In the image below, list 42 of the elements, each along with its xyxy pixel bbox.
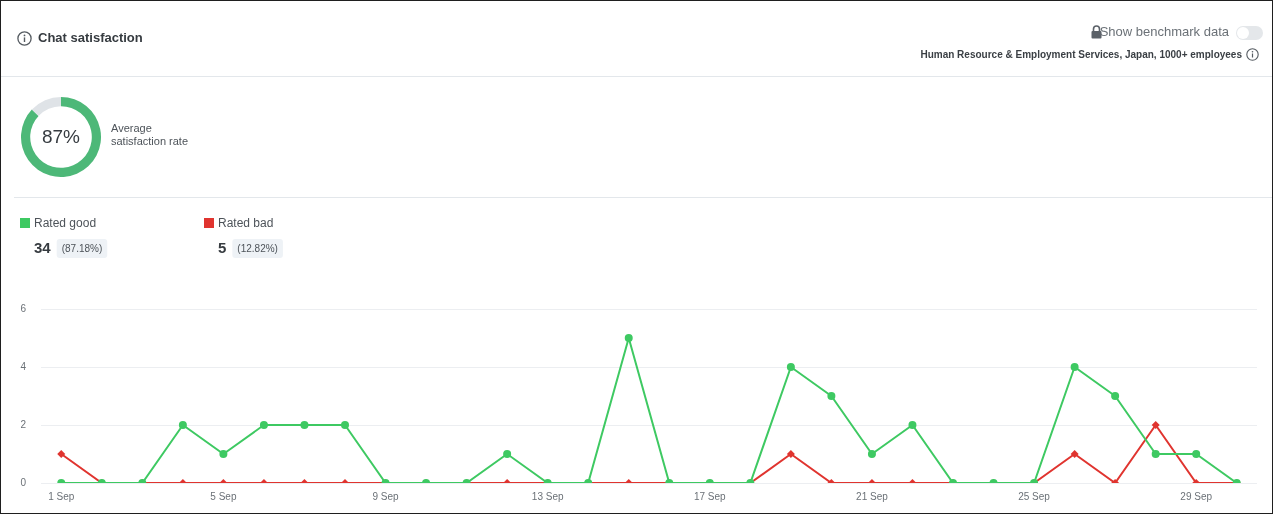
point [300,421,309,429]
legend-label: Rated good [34,215,97,230]
text: 34 [34,238,52,256]
point [786,450,795,458]
data-label: 87% [41,126,81,148]
text: Show benchmark data [1099,24,1229,40]
text: (87.18%) [61,242,103,254]
point [1151,421,1160,429]
x-tick-label: 5 Sep [210,490,237,502]
point [1151,450,1160,458]
x-tick-label: 1 Sep [48,490,75,502]
x-tick-label: 21 Sep [856,490,889,502]
y-tick-label: 6 [20,302,27,314]
y-tick-label: 4 [20,360,27,372]
point [1192,450,1201,458]
point [624,334,633,342]
point [786,363,795,371]
point [908,421,917,429]
legend-label: Rated bad [218,215,274,230]
x-tick-label: 9 Sep [372,490,400,502]
point [1111,392,1120,400]
point [867,450,876,458]
text: (12.82%) [237,242,278,254]
y-tick-label: 2 [20,418,27,430]
point [178,421,187,429]
x-tick-label: 17 Sep [693,490,727,502]
text: Human Resource & Employment Services, Japan, 1000+ employees [920,48,1242,61]
x-tick-label: 25 Sep [1018,490,1051,502]
y-tick-label: 0 [20,476,27,488]
x-tick-label: 29 Sep [1180,490,1213,502]
point [341,421,349,429]
point [1070,363,1079,371]
x-tick-label: 13 Sep [531,490,564,502]
point [57,450,66,458]
text: 5 [218,238,227,256]
point [219,450,228,458]
chart-title: Chat satisfaction [38,30,143,46]
point [827,392,836,400]
point [259,421,268,429]
point [503,450,512,458]
point [1070,450,1079,458]
text: Average satisfaction rate [111,122,190,148]
